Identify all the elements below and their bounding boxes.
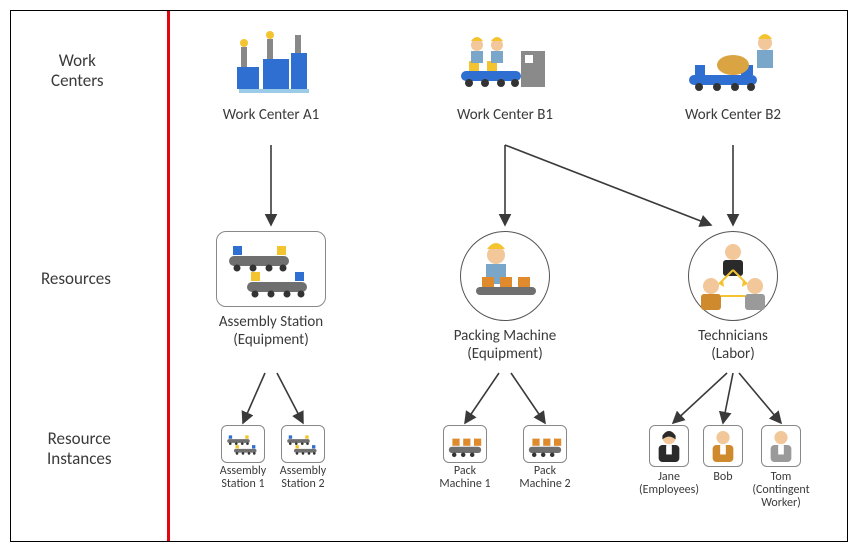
instance-tom: Tom (Contingent Worker) [751,425,811,511]
label-text: Resources [41,268,111,289]
pack-mini-icon [523,425,567,463]
person-male-icon [703,425,743,467]
person-female-icon [649,425,689,467]
instance-label: Jane (Employees) [639,471,699,497]
instance-assembly-2: Assembly Station 2 [271,425,335,491]
rounded-box-icon [216,231,326,307]
instance-label: Assembly Station 2 [271,465,335,491]
circle-icon [688,231,778,321]
instance-jane: Jane (Employees) [639,425,699,497]
resource-label: Packing Machine (Equipment) [425,327,585,363]
resource-label: Technicians (Labor) [653,327,813,363]
conveyor-worker-pan-icon [685,82,781,100]
instance-pack-1: Pack Machine 1 [433,425,497,491]
work-center-b2: Work Center B2 [663,31,803,124]
label-text: Work Centers [51,50,104,91]
instance-label: Tom (Contingent Worker) [751,471,811,511]
instance-pack-2: Pack Machine 2 [513,425,577,491]
assembly-mini-icon [221,425,265,463]
instance-label: Assembly Station 1 [211,465,275,491]
conveyor-workers-icon [457,82,553,100]
instance-label: Pack Machine 1 [433,465,497,491]
circle-icon [460,231,550,321]
assembly-mini-icon [281,425,325,463]
instance-bob: Bob [693,425,753,484]
label-text: Resource Instances [47,428,112,469]
instance-assembly-1: Assembly Station 1 [211,425,275,491]
factory-icon [231,82,311,100]
diagram-frame: Work Centers Resources Resource Instance… [10,10,848,542]
row-label-work-centers: Work Centers [51,51,104,92]
resource-packing: Packing Machine (Equipment) [425,231,585,363]
work-center-label: Work Center B2 [663,106,803,124]
person-male-icon [761,425,801,467]
instance-label: Pack Machine 2 [513,465,577,491]
row-label-instances: Resource Instances [47,429,112,470]
resource-technicians: Technicians (Labor) [653,231,813,363]
work-center-a1: Work Center A1 [201,31,341,124]
pack-mini-icon [443,425,487,463]
resource-assembly: Assembly Station (Equipment) [191,231,351,349]
instance-label: Bob [693,471,753,484]
work-center-label: Work Center A1 [201,106,341,124]
row-label-resources: Resources [41,269,111,289]
resource-label: Assembly Station (Equipment) [191,313,351,349]
vertical-divider [167,11,170,541]
work-center-b1: Work Center B1 [435,31,575,124]
work-center-label: Work Center B1 [435,106,575,124]
